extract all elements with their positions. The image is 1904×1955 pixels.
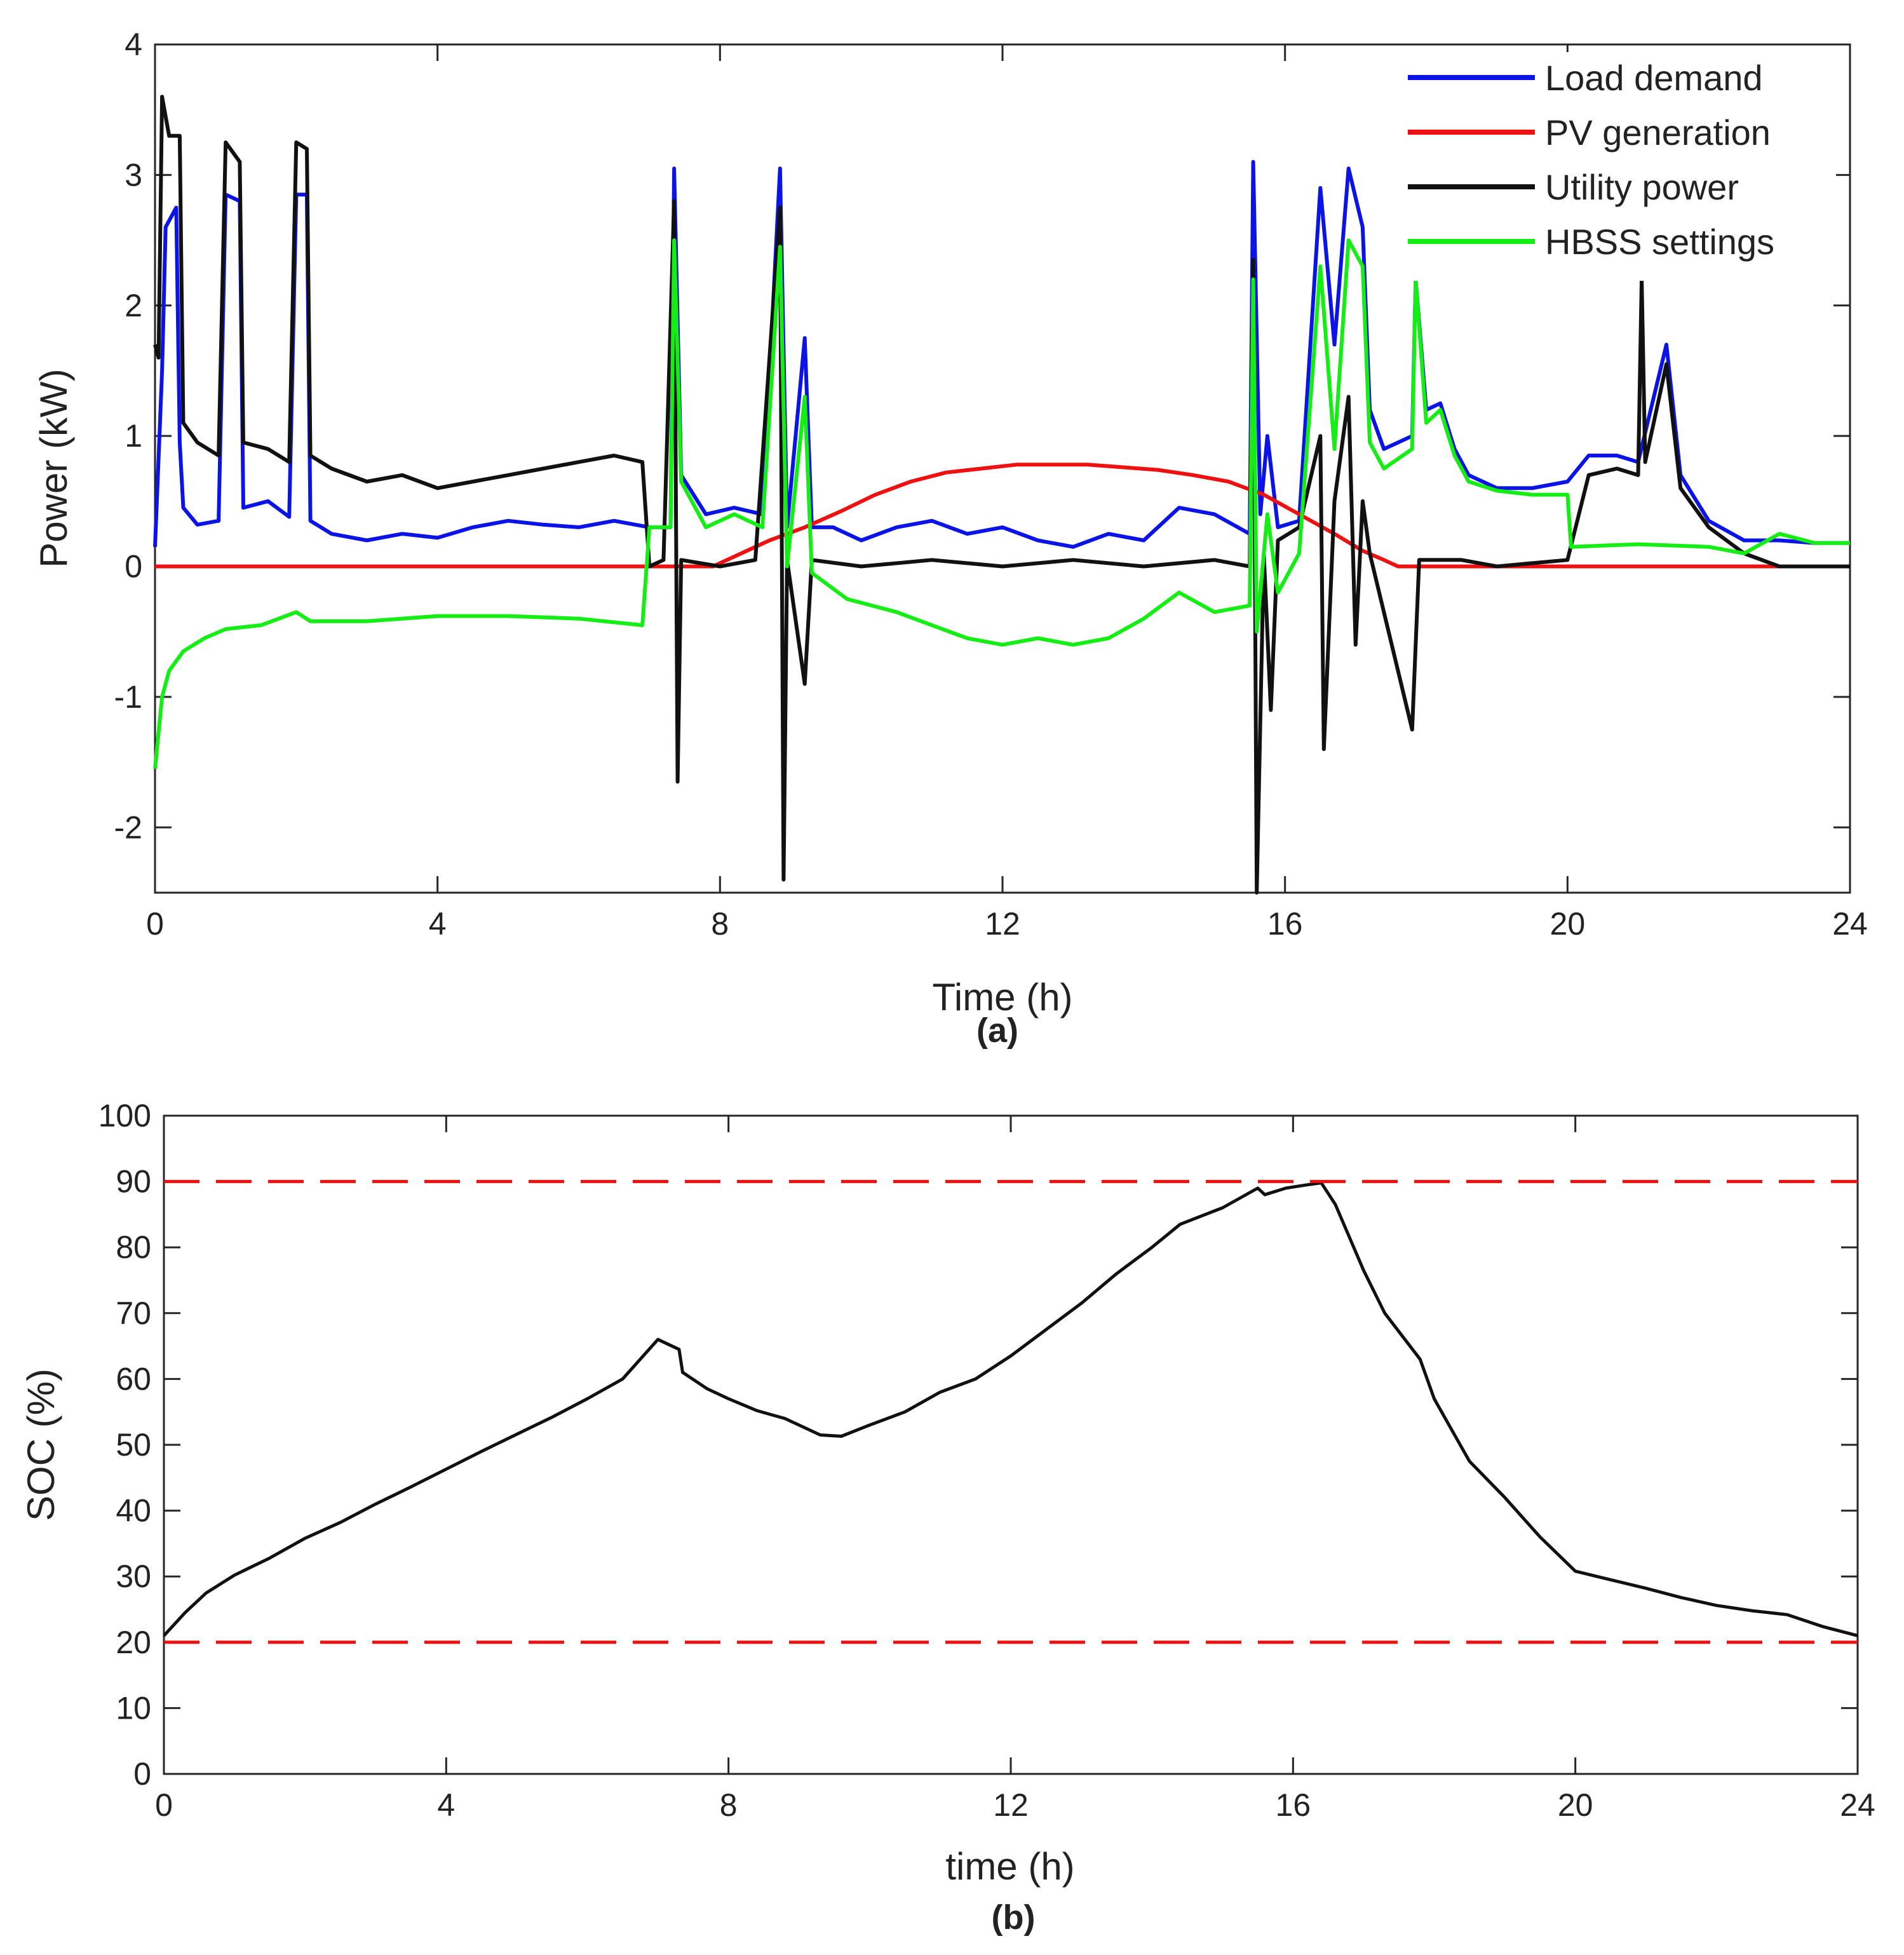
x-tick-label: 12 (993, 1787, 1029, 1823)
y-tick-label: 50 (116, 1427, 151, 1463)
x-tick-label: 20 (1550, 906, 1586, 942)
y-tick-label: 40 (116, 1493, 151, 1529)
y-tick-label: -1 (114, 679, 142, 715)
x-tick-label: 24 (1832, 906, 1868, 942)
x-tick-label: 16 (1267, 906, 1303, 942)
panel-a-series (153, 95, 1850, 895)
x-tick-label: 12 (985, 906, 1020, 942)
legend-label-hbss-settings: HBSS settings (1545, 222, 1774, 262)
legend-label-load-demand: Load demand (1545, 58, 1763, 98)
x-tick-label: 4 (437, 1787, 455, 1823)
x-tick-label: 0 (155, 1787, 173, 1823)
panel-b-soc-chart: 0 4 8 12 16 20 24 0 10 20 30 40 50 60 70 80 90 100 time (… (20, 1098, 1875, 1937)
series-line-soc (163, 1181, 1858, 1637)
y-tick-label: 60 (116, 1361, 151, 1397)
y-tick-label: 3 (125, 157, 142, 193)
y-tick-label: 70 (116, 1295, 151, 1331)
panel-a-y-axis-label: Power (kW) (32, 369, 75, 567)
y-tick-label: -2 (114, 809, 142, 845)
x-tick-label: 4 (429, 906, 447, 942)
series-line-hbss-settings (153, 238, 1850, 769)
y-tick-label: 30 (116, 1559, 151, 1594)
x-tick-label: 8 (711, 906, 729, 942)
panel-b-x-axis-label: time (h) (945, 1845, 1074, 1888)
y-tick-label: 90 (116, 1164, 151, 1200)
panel-b-label: (b) (992, 1898, 1036, 1937)
panel-a-x-axis-label: Time (h) (932, 976, 1072, 1018)
panel-a-label: (a) (976, 1011, 1018, 1050)
panel-b-ticks (163, 1114, 1859, 1775)
y-tick-label: 2 (125, 288, 142, 323)
y-tick-label: 0 (133, 1756, 151, 1792)
y-tick-label: 10 (116, 1690, 151, 1726)
panel-b-tick-labels: 0 4 8 12 16 20 24 0 10 20 30 40 50 60 70 80 90 100 (98, 1098, 1875, 1823)
y-tick-label: 4 (125, 27, 142, 62)
y-tick-label: 1 (125, 418, 142, 454)
x-tick-label: 16 (1276, 1787, 1311, 1823)
x-tick-label: 20 (1558, 1787, 1593, 1823)
legend-label-utility-power: Utility power (1545, 167, 1739, 207)
y-tick-label: 20 (116, 1625, 151, 1660)
legend-label-pv-generation: PV generation (1545, 112, 1771, 152)
y-tick-label: 100 (98, 1098, 151, 1133)
series-line-pv-generation (155, 463, 1850, 569)
panel-a-legend: Load demand PV generation Utility power … (1391, 52, 1836, 281)
panel-b-series (163, 1180, 1858, 1644)
panel-b-plot-area (163, 1114, 1859, 1775)
x-tick-label: 8 (720, 1787, 738, 1823)
panel-b-y-axis-label: SOC (%) (20, 1369, 62, 1521)
x-tick-label: 24 (1840, 1787, 1875, 1823)
y-tick-label: 0 (125, 549, 142, 585)
y-tick-label: 80 (116, 1229, 151, 1265)
x-tick-label: 0 (146, 906, 164, 942)
